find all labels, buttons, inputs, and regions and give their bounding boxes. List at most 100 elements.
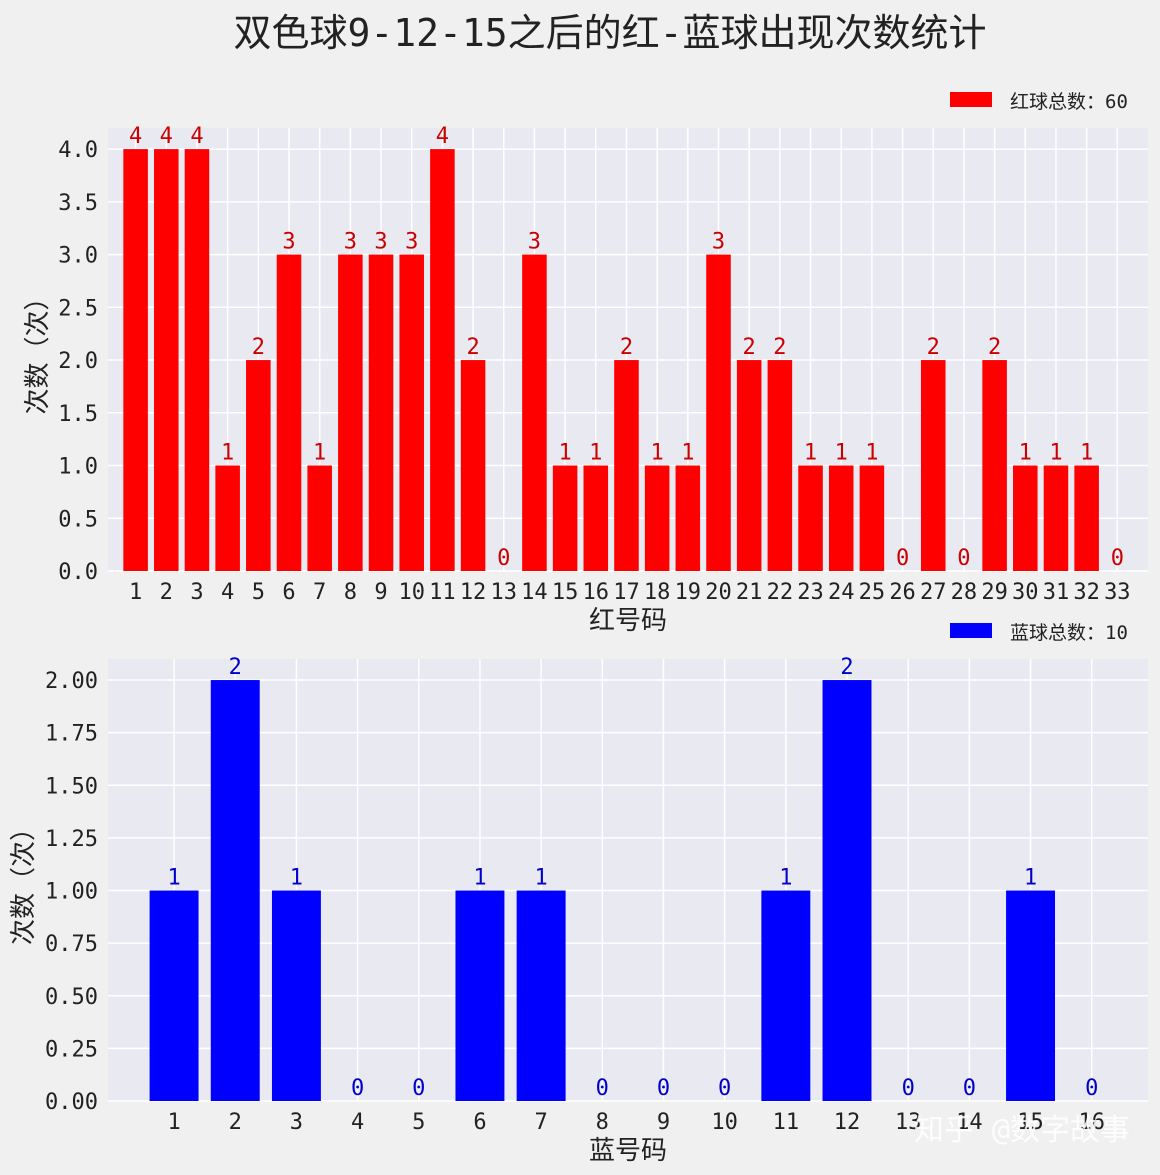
red-data-label: 1 (221, 441, 234, 466)
red-bar (798, 465, 823, 571)
red-bar (767, 360, 793, 571)
red-bar (338, 254, 363, 572)
red-bar (1013, 465, 1038, 571)
blue-y-tick-label: 0.00 (45, 1090, 98, 1115)
blue-data-label: 1 (535, 866, 548, 891)
red-x-tick-label: 22 (767, 580, 794, 605)
red-bar (920, 360, 946, 571)
blue-data-label: 1 (473, 866, 486, 891)
red-bar (246, 360, 271, 571)
red-x-tick-label: 21 (736, 580, 763, 605)
red-y-tick-label: 0.5 (58, 507, 98, 532)
blue-y-ticks: 0.00 0.25 0.50 0.75 1.00 1.25 1.50 1.75 2.00 (45, 669, 98, 1115)
blue-x-tick-label: 2 (229, 1110, 242, 1135)
red-data-label: 1 (835, 441, 848, 466)
red-x-tick-label: 27 (920, 580, 947, 605)
blue-y-tick-label: 0.25 (45, 1037, 98, 1062)
blue-data-label: 0 (902, 1076, 915, 1101)
red-data-label: 2 (252, 335, 265, 360)
red-bars (123, 149, 1099, 572)
blue-x-tick-label: 14 (956, 1110, 983, 1135)
red-bar (276, 254, 302, 572)
blue-y-tick-label: 0.75 (45, 932, 98, 957)
blue-y-tick-label: 0.50 (45, 985, 98, 1010)
blue-x-tick-label: 15 (1017, 1110, 1044, 1135)
blue-bar (210, 680, 260, 1101)
red-data-label: 1 (1080, 441, 1093, 466)
blue-data-label: 0 (963, 1076, 976, 1101)
blue-x-tick-label: 4 (351, 1110, 364, 1135)
blue-bar (455, 890, 505, 1101)
red-bar (1074, 465, 1099, 571)
red-x-tick-label: 14 (521, 580, 548, 605)
red-data-label: 1 (865, 441, 878, 466)
blue-x-tick-label: 3 (290, 1110, 303, 1135)
red-bar (368, 254, 394, 572)
blue-legend-swatch (950, 623, 992, 638)
red-x-tick-label: 2 (160, 580, 173, 605)
blue-x-axis-label: 蓝号码 (589, 1136, 667, 1166)
red-bar (460, 360, 486, 571)
red-bar (982, 360, 1007, 571)
red-y-tick-label: 1.5 (58, 402, 98, 427)
red-x-tick-label: 20 (705, 580, 732, 605)
red-y-tick-label: 4.0 (58, 138, 98, 163)
red-bar (123, 149, 148, 571)
red-x-tick-label: 19 (675, 580, 702, 605)
blue-bar (149, 890, 199, 1101)
blue-data-labels: 1 2 1 0 0 1 1 0 0 0 1 2 0 0 1 0 (167, 655, 1098, 1101)
red-x-tick-label: 5 (252, 580, 265, 605)
red-x-tick-label: 30 (1012, 580, 1039, 605)
red-data-label: 1 (558, 441, 571, 466)
red-bar (399, 254, 424, 572)
red-x-tick-label: 15 (552, 580, 579, 605)
red-y-tick-label: 2.0 (58, 349, 98, 374)
blue-x-tick-label: 16 (1078, 1110, 1105, 1135)
blue-bar (516, 890, 566, 1101)
red-data-label: 3 (344, 230, 357, 255)
blue-x-tick-label: 10 (711, 1110, 738, 1135)
blue-data-label: 1 (779, 866, 792, 891)
red-data-label: 1 (313, 441, 326, 466)
red-bar (154, 149, 179, 571)
blue-x-tick-label: 8 (596, 1110, 609, 1135)
blue-legend-label: 蓝球总数：10 (1010, 622, 1128, 644)
blue-data-label: 0 (657, 1076, 670, 1101)
red-x-tick-label: 8 (344, 580, 357, 605)
blue-x-tick-label: 1 (167, 1110, 180, 1135)
blue-legend: 蓝球总数：10 (950, 622, 1128, 644)
red-y-axis-label: 次数（次） (23, 284, 53, 414)
red-data-label: 4 (190, 124, 203, 149)
blue-data-label: 1 (290, 866, 303, 891)
red-bar (859, 465, 885, 571)
watermark: 知乎 @数字故事 (914, 1113, 1130, 1148)
red-bar (307, 465, 332, 571)
red-bar (430, 149, 455, 571)
red-data-label: 4 (160, 124, 173, 149)
red-data-label: 0 (497, 546, 510, 571)
red-x-tick-label: 33 (1104, 580, 1131, 605)
blue-y-axis-label: 次数（次） (9, 815, 39, 945)
red-data-label: 1 (804, 441, 817, 466)
red-y-tick-label: 1.0 (58, 455, 98, 480)
red-x-tick-label: 11 (429, 580, 456, 605)
red-x-tick-label: 9 (374, 580, 387, 605)
blue-data-label: 1 (167, 866, 180, 891)
red-data-label: 2 (988, 335, 1001, 360)
red-data-label: 2 (743, 335, 756, 360)
blue-x-tick-label: 6 (473, 1110, 486, 1135)
red-x-tick-label: 29 (981, 580, 1008, 605)
red-data-label: 2 (620, 335, 633, 360)
blue-data-label: 2 (229, 655, 242, 680)
red-x-tick-label: 31 (1043, 580, 1070, 605)
red-x-tick-label: 3 (190, 580, 203, 605)
red-y-tick-label: 0.0 (58, 560, 98, 585)
blue-bar (761, 890, 811, 1101)
red-bar (583, 465, 609, 571)
red-bar (184, 149, 210, 571)
blue-x-tick-label: 9 (657, 1110, 670, 1135)
blue-bar (271, 890, 321, 1101)
blue-x-tick-label: 13 (895, 1110, 922, 1135)
